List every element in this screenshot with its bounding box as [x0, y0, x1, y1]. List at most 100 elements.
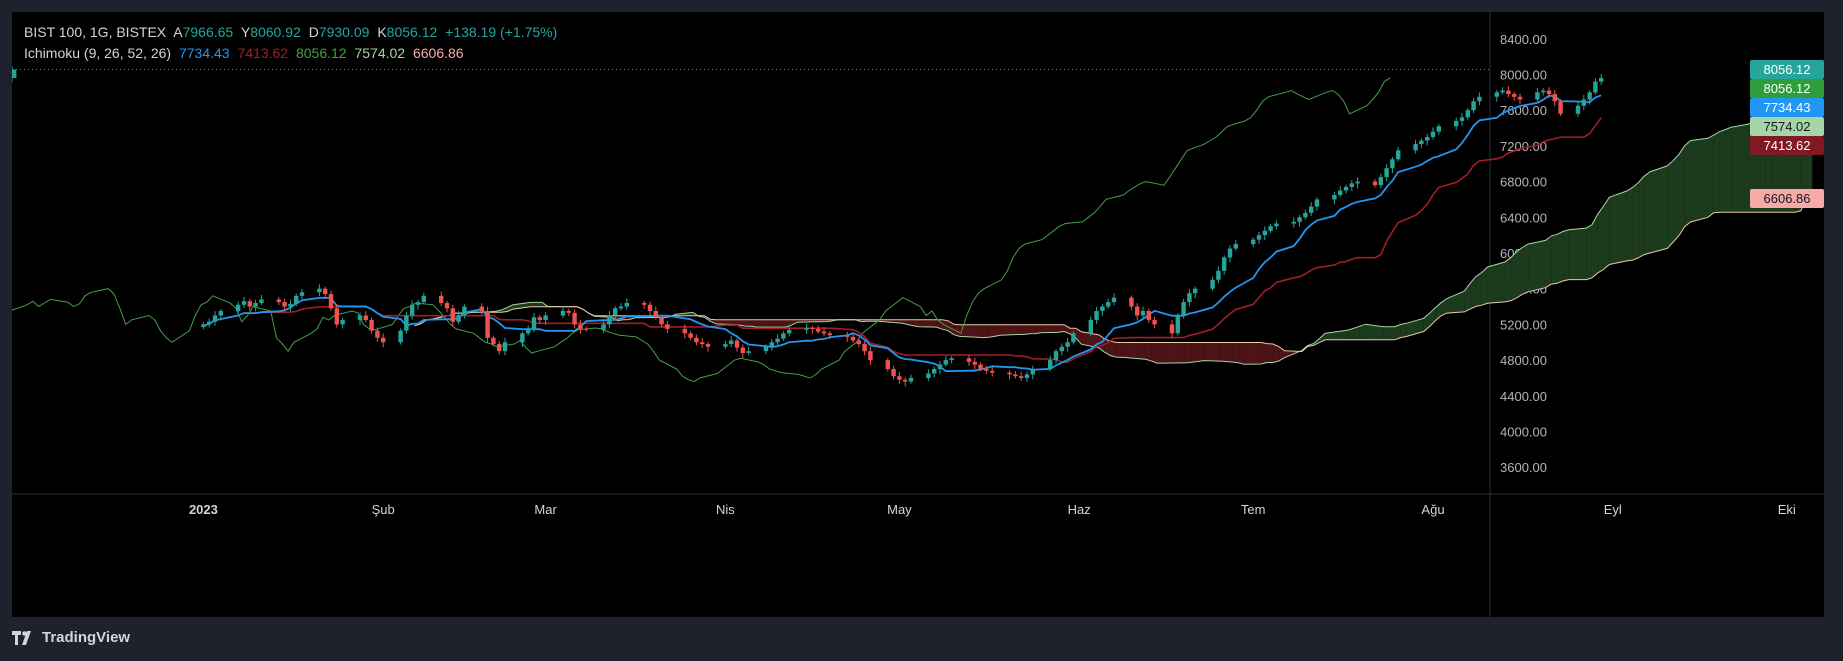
cloud-segment — [1597, 206, 1604, 273]
candle-body — [1181, 302, 1186, 316]
cloud-segment — [774, 319, 780, 328]
candle-body — [1390, 159, 1395, 169]
candle-body — [856, 340, 861, 345]
candle-body — [1146, 311, 1151, 320]
candle-body — [804, 327, 809, 330]
ichimoku-cloud — [414, 106, 1813, 365]
cloud-segment — [1441, 298, 1447, 316]
candle-body — [421, 295, 426, 303]
price-badge: 8056.12 — [1750, 59, 1824, 79]
candle-body — [978, 364, 983, 370]
lagging-span-line — [12, 77, 1391, 383]
candle-body — [1558, 101, 1563, 114]
cloud-segment — [1446, 291, 1465, 314]
cloud-segment — [1591, 214, 1598, 278]
candle-body — [1222, 257, 1227, 271]
candle-body — [1419, 140, 1424, 145]
cloud-segment — [1035, 324, 1041, 334]
candle-body — [1517, 96, 1523, 100]
candle-body — [410, 304, 415, 316]
candle-body — [317, 288, 322, 293]
y-tick-label: 7600.00 — [1500, 103, 1547, 118]
indicator-lagging-value: 8056.12 — [295, 45, 347, 61]
symbol-legend[interactable]: BIST 100, 1G, BISTEX A7966.65 Y8060.92 D… — [24, 24, 561, 40]
cloud-segment — [1551, 234, 1558, 285]
candle-body — [247, 301, 252, 307]
cloud-segment — [1522, 244, 1529, 295]
ohlc-high: Y8060.92 — [240, 24, 301, 40]
cloud-segment — [1272, 343, 1279, 363]
candle-body — [259, 299, 264, 303]
candle-body — [688, 333, 693, 338]
y-tick-label: 7200.00 — [1500, 139, 1547, 154]
candle-body — [1053, 351, 1059, 361]
cloud-segment — [1197, 342, 1204, 362]
candle-body — [763, 346, 769, 352]
cloud-segment — [1475, 272, 1482, 307]
candle-body — [618, 306, 624, 309]
candle-body — [810, 327, 815, 329]
candle-body — [1024, 374, 1030, 378]
candle-body — [601, 324, 606, 330]
candle-body — [218, 311, 223, 316]
candle-body — [740, 347, 745, 353]
y-tick-label: 6400.00 — [1500, 210, 1547, 225]
candle-body — [294, 295, 299, 304]
candle-body — [1274, 223, 1279, 227]
candle-body — [1349, 183, 1354, 187]
cloud-segment — [1162, 342, 1181, 364]
indicator-legend[interactable]: Ichimoku (9, 26, 52, 26) 7734.43 7413.62… — [24, 45, 468, 61]
candle-body — [1494, 92, 1499, 97]
candle-body — [1088, 319, 1093, 334]
y-tick-label: 8000.00 — [1500, 67, 1547, 82]
candle-body — [1007, 372, 1012, 375]
candle-body — [729, 340, 734, 345]
ohlc-low: D7930.09 — [308, 24, 370, 40]
cloud-segment — [1707, 135, 1714, 218]
candle-body — [705, 344, 711, 347]
candle-body — [746, 351, 751, 353]
candle-body — [1599, 78, 1604, 82]
y-tick-label: 4800.00 — [1500, 353, 1547, 368]
cloud-segment — [988, 324, 995, 338]
cloud-segment — [1603, 197, 1610, 270]
candle-body — [253, 302, 258, 307]
candle-body — [1111, 297, 1117, 303]
y-tick-label: 4000.00 — [1500, 425, 1547, 440]
chart-canvas[interactable]: 8400.00 8000.00 7600.00 7200.00 6800.00 6400.… — [12, 12, 1824, 617]
conversion-line — [203, 94, 1602, 373]
candles — [12, 66, 1604, 387]
cloud-segment — [1122, 342, 1140, 359]
cloud-segment — [895, 319, 902, 324]
candle-body — [1233, 244, 1238, 249]
chart-area[interactable] — [12, 12, 1824, 617]
candle-body — [1297, 217, 1302, 222]
candle-body — [775, 338, 780, 343]
candle-body — [694, 337, 699, 343]
candle-body — [1355, 181, 1360, 184]
candle-body — [700, 342, 705, 345]
cloud-segment — [1354, 326, 1360, 340]
candle-body — [282, 302, 287, 307]
cloud-segment — [1151, 342, 1157, 364]
cloud-segment — [1261, 342, 1268, 364]
candle-body — [862, 344, 867, 352]
candle-body — [845, 335, 850, 337]
cloud-segment — [1684, 140, 1691, 227]
candle-body — [334, 308, 339, 325]
cloud-segment — [1510, 252, 1517, 301]
candle-body — [1384, 168, 1389, 178]
candle-body — [1065, 342, 1070, 347]
candle-body — [1465, 110, 1470, 118]
cloud-segment — [1644, 171, 1650, 255]
cloud-segment — [1023, 324, 1030, 335]
cloud-segment — [1342, 330, 1349, 340]
candle-body — [212, 315, 218, 322]
candle-body — [369, 319, 374, 331]
cloud-segment — [994, 324, 1001, 337]
cloud-segment — [919, 319, 937, 328]
cloud-segment — [1545, 235, 1552, 288]
cloud-segment — [1359, 324, 1366, 340]
indicator-conversion-value: 7734.43 — [178, 45, 230, 61]
candle-body — [526, 328, 531, 334]
